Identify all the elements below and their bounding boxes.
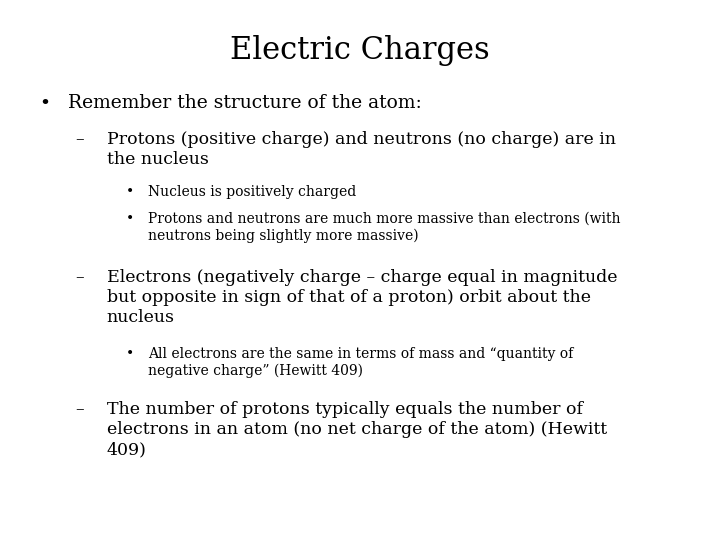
Text: Protons and neutrons are much more massive than electrons (with
neutrons being s: Protons and neutrons are much more massi… — [148, 212, 620, 243]
Text: Remember the structure of the atom:: Remember the structure of the atom: — [68, 94, 422, 112]
Text: •: • — [126, 347, 134, 361]
Text: All electrons are the same in terms of mass and “quantity of
negative charge” (H: All electrons are the same in terms of m… — [148, 347, 573, 378]
Text: Nucleus is positively charged: Nucleus is positively charged — [148, 185, 356, 199]
Text: •: • — [126, 212, 134, 226]
Text: Electric Charges: Electric Charges — [230, 35, 490, 66]
Text: Electrons (negatively charge – charge equal in magnitude
but opposite in sign of: Electrons (negatively charge – charge eq… — [107, 269, 617, 326]
Text: –: – — [76, 269, 84, 286]
Text: •: • — [40, 94, 50, 112]
Text: •: • — [126, 185, 134, 199]
Text: –: – — [76, 131, 84, 147]
Text: The number of protons typically equals the number of
electrons in an atom (no ne: The number of protons typically equals t… — [107, 401, 607, 458]
Text: –: – — [76, 401, 84, 417]
Text: Protons (positive charge) and neutrons (no charge) are in
the nucleus: Protons (positive charge) and neutrons (… — [107, 131, 616, 168]
